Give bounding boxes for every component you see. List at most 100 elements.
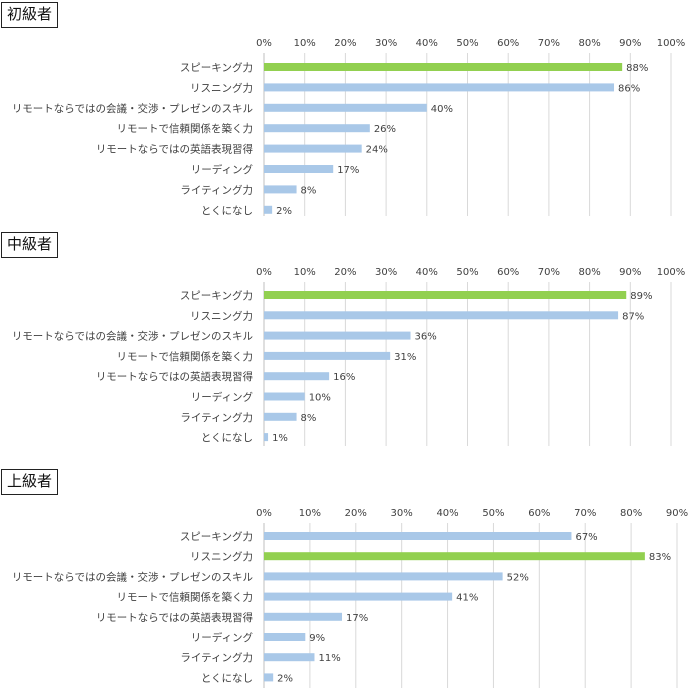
category-label: リモートならではの英語表現習得 [96, 143, 253, 156]
category-label: リモートならではの英語表現習得 [96, 611, 253, 624]
x-tick-label: 50% [456, 267, 478, 278]
value-label: 88% [626, 63, 648, 74]
category-label: スピーキング力 [180, 61, 253, 74]
chart-title-advanced: 上級者 [1, 469, 59, 495]
x-tick-label: 60% [497, 38, 519, 49]
category-label: リーディング [191, 391, 254, 404]
value-label: 8% [301, 185, 317, 196]
x-tick-label: 80% [578, 267, 600, 278]
value-label: 9% [309, 633, 325, 644]
value-label: 36% [415, 332, 437, 343]
category-label: ライティング力 [180, 411, 253, 424]
bar-chart-beginner: 0% 10% 20% 30% 40% 50% 60% 70% 80% 90% 100% スピーキング力… [12, 38, 686, 217]
bar [264, 572, 503, 581]
bar [264, 673, 274, 682]
bar [264, 372, 330, 381]
value-label: 17% [346, 613, 368, 624]
x-tick-label: 70% [538, 38, 560, 49]
x-tick-label: 90% [666, 508, 688, 519]
bar [264, 331, 411, 340]
x-tick-label: 90% [619, 267, 641, 278]
bar [264, 205, 273, 214]
category-label: リモートならではの会議・交渉・プレゼンのスキル [12, 570, 253, 583]
x-tick-label: 40% [416, 38, 438, 49]
x-tick-label: 70% [574, 508, 596, 519]
category-label: ライティング力 [180, 183, 253, 196]
value-label: 86% [618, 83, 640, 94]
x-tick-label: 90% [619, 38, 641, 49]
bar [264, 291, 627, 299]
value-label: 41% [456, 593, 478, 604]
bar [264, 124, 370, 133]
category-label: スピーキング力 [180, 289, 253, 302]
category-label: リモートで信頼関係を築く力 [117, 591, 254, 604]
category-label: とくになし [201, 672, 253, 684]
bar [264, 185, 297, 194]
x-tick-label: 60% [528, 508, 550, 519]
bar [264, 144, 362, 153]
value-label: 8% [301, 413, 317, 424]
value-label: 83% [649, 552, 671, 563]
value-label: 2% [276, 206, 292, 217]
x-tick-label: 20% [334, 267, 356, 278]
x-tick-label: 70% [538, 267, 560, 278]
category-label: リーディング [191, 631, 254, 644]
value-label: 67% [575, 532, 597, 543]
bar [264, 592, 453, 601]
x-tick-label: 0% [256, 267, 272, 278]
category-label: リスニング力 [190, 550, 253, 563]
x-tick-label: 0% [256, 508, 272, 519]
x-tick-label: 100% [657, 267, 686, 278]
value-label: 26% [374, 124, 396, 135]
x-tick-label: 30% [391, 508, 413, 519]
x-tick-label: 20% [334, 38, 356, 49]
category-label: とくになし [201, 205, 253, 217]
x-tick-label: 30% [375, 267, 397, 278]
bar [264, 552, 645, 561]
x-tick-label: 30% [375, 38, 397, 49]
x-tick-label: 100% [657, 38, 686, 49]
x-tick-label: 50% [482, 508, 504, 519]
value-label: 1% [272, 433, 288, 444]
category-label: リモートで信頼関係を築く力 [117, 122, 254, 135]
x-tick-label: 80% [620, 508, 642, 519]
bar [264, 311, 619, 320]
category-label: リモートならではの会議・交渉・プレゼンのスキル [12, 102, 253, 115]
bar [264, 392, 305, 401]
category-label: スピーキング力 [180, 530, 253, 543]
x-tick-label: 0% [256, 38, 272, 49]
bar [264, 612, 343, 621]
value-label: 89% [630, 291, 652, 302]
category-label: ライティング力 [180, 651, 253, 664]
category-label: とくになし [201, 432, 253, 444]
bar [264, 63, 623, 71]
x-tick-label: 10% [294, 267, 316, 278]
bar-chart-advanced: 0% 10% 20% 30% 40% 50% 60% 70% 80% 90% スピーキング力 67% リ… [12, 508, 688, 688]
value-label: 52% [507, 572, 529, 583]
value-label: 10% [309, 393, 331, 404]
x-tick-label: 40% [416, 267, 438, 278]
category-label: リスニング力 [190, 309, 253, 322]
category-label: リモートで信頼関係を築く力 [117, 350, 254, 363]
bar [264, 433, 269, 442]
value-label: 11% [318, 653, 340, 664]
chart-title-intermediate: 中級者 [1, 232, 59, 258]
bar [264, 633, 306, 641]
bar [264, 103, 427, 112]
category-label: リーディング [191, 163, 254, 176]
x-tick-label: 40% [436, 508, 458, 519]
value-label: 17% [337, 165, 359, 176]
chart-title-beginner: 初級者 [1, 2, 59, 28]
x-tick-label: 60% [497, 267, 519, 278]
category-label: リモートならではの英語表現習得 [96, 370, 253, 383]
bar-chart-intermediate: 0% 10% 20% 30% 40% 50% 60% 70% 80% 90% 100% スピーキング力… [12, 267, 686, 446]
x-tick-label: 10% [299, 508, 321, 519]
x-tick-label: 10% [294, 38, 316, 49]
bar [264, 351, 391, 360]
value-label: 31% [394, 352, 416, 363]
bar [264, 653, 315, 662]
bar [264, 83, 615, 92]
value-label: 2% [277, 673, 293, 684]
bar [264, 412, 297, 421]
